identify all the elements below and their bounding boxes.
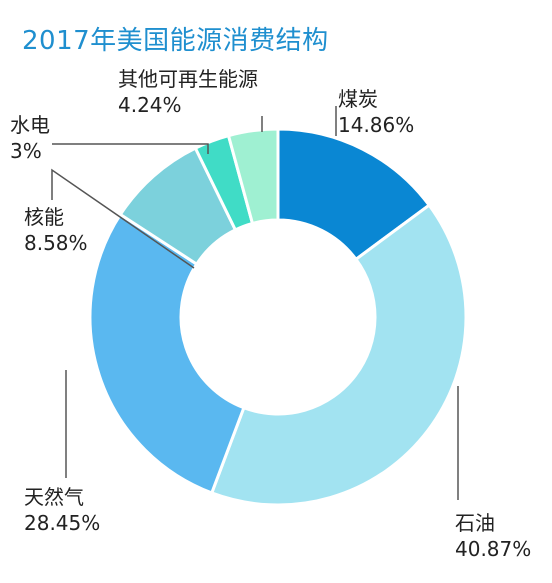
slice-label-nuclear: 核能 8.58% [24, 204, 88, 256]
donut-slice-renewables [226, 127, 280, 226]
slice-name-coal: 煤炭 [338, 87, 378, 111]
slice-name-oil: 石油 [455, 511, 495, 535]
slice-value-hydro: 3% [10, 139, 42, 163]
slice-label-coal: 煤炭 14.86% [338, 86, 414, 138]
slice-name-nuclear: 核能 [24, 205, 64, 229]
slice-value-renewables: 4.24% [118, 93, 182, 117]
slice-label-renewables: 其他可再生能源 4.24% [118, 66, 258, 118]
chart-title: 2017年美国能源消费结构 [22, 26, 329, 56]
leader-line-nuclear [51, 168, 195, 269]
donut-slice-oil [209, 203, 468, 507]
slice-value-oil: 40.87% [455, 537, 532, 561]
slice-name-renewables: 其他可再生能源 [118, 67, 258, 91]
slice-label-hydro: 水电 3% [10, 112, 50, 164]
slice-value-gas: 28.45% [24, 511, 101, 535]
slice-label-gas: 天然气 28.45% [24, 484, 100, 536]
leader-line-hydro [52, 143, 209, 154]
slice-name-hydro: 水电 [10, 113, 50, 137]
slice-value-coal: 14.86% [338, 113, 415, 137]
slice-name-gas: 天然气 [24, 485, 84, 509]
slice-value-nuclear: 8.58% [24, 231, 88, 255]
donut-slice-gas [88, 212, 246, 495]
slice-label-oil: 石油 40.87% [455, 510, 531, 562]
